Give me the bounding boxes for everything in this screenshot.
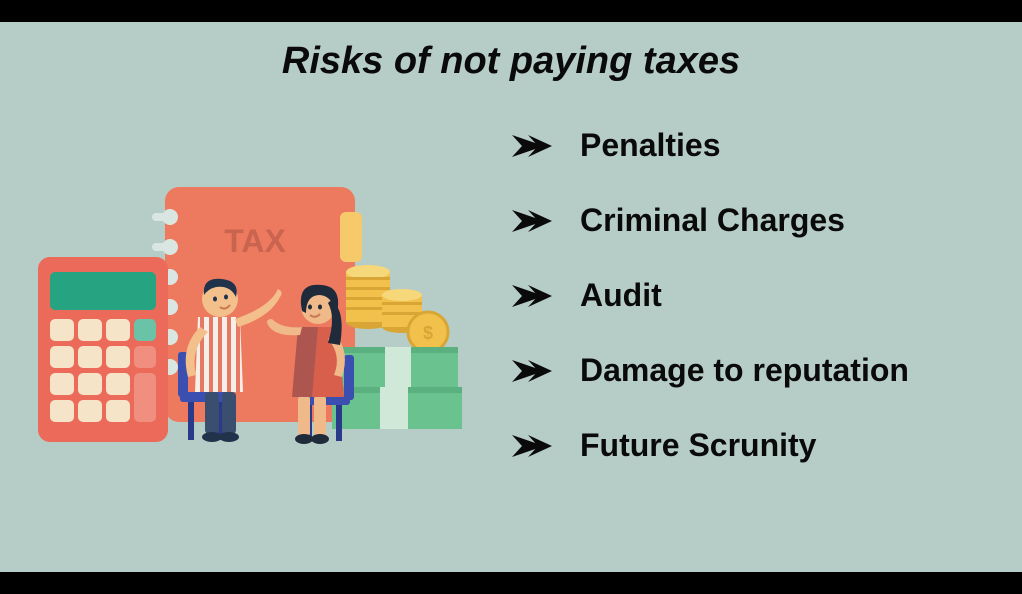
- slide: Risks of not paying taxes TAX: [0, 22, 1022, 572]
- list-item: Future Scrunity: [510, 427, 1000, 464]
- bullet-text: Future Scrunity: [580, 427, 816, 464]
- list-item: Penalties: [510, 127, 1000, 164]
- arrow-icon: [510, 356, 552, 386]
- arrow-icon: [510, 281, 552, 311]
- svg-text:$: $: [423, 323, 433, 343]
- arrow-icon: [510, 131, 552, 161]
- tax-illustration: TAX: [30, 177, 470, 477]
- svg-text:TAX: TAX: [224, 223, 286, 259]
- list-item: Damage to reputation: [510, 352, 1000, 389]
- bullet-text: Damage to reputation: [580, 352, 909, 389]
- bullet-text: Audit: [580, 277, 662, 314]
- coins-icon: $: [346, 265, 448, 352]
- arrow-icon: [510, 206, 552, 236]
- list-item: Audit: [510, 277, 1000, 314]
- calculator-icon: [38, 257, 168, 442]
- slide-title: Risks of not paying taxes: [0, 40, 1022, 83]
- list-item: Criminal Charges: [510, 202, 1000, 239]
- arrow-icon: [510, 431, 552, 461]
- bullet-list: Penalties Criminal Charges Audit Damage …: [510, 127, 1000, 502]
- bullet-text: Penalties: [580, 127, 721, 164]
- bullet-text: Criminal Charges: [580, 202, 845, 239]
